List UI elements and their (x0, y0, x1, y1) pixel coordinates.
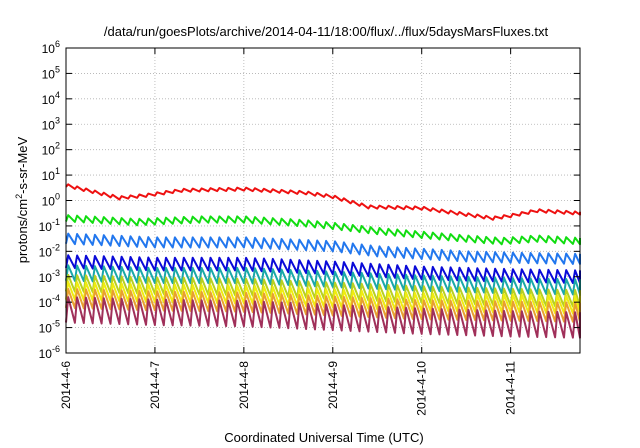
x-tick-label: 2014-4-7 (148, 361, 162, 409)
x-tick-label: 2014-4-9 (326, 361, 340, 409)
series-line (65, 254, 581, 285)
x-tick-label: 2014-4-6 (59, 361, 73, 409)
x-tick-label: 2014-4-10 (415, 361, 429, 416)
y-tick-label-exponent: 6 (55, 39, 60, 49)
y-tick-label-base: 10 (39, 347, 53, 361)
x-axis-title: Coordinated Universal Time (UTC) (224, 430, 423, 445)
y-tick-label-base: 10 (42, 169, 56, 183)
y-tick-label: 101 (42, 166, 60, 183)
x-tick-label: 2014-4-11 (504, 361, 518, 415)
y-axis-title-pre: protons/cm (15, 199, 30, 263)
y-axis-title-post: -s-sr-MeV (15, 136, 30, 193)
y-tick-label: 10-4 (39, 293, 60, 310)
y-tick-label-exponent: -3 (52, 268, 60, 278)
series-line (65, 264, 581, 296)
y-tick-label-exponent: 2 (55, 141, 60, 151)
y-tick-label-exponent: 0 (55, 192, 60, 202)
y-tick-label-base: 10 (39, 322, 53, 336)
y-tick-label-exponent: -5 (52, 319, 60, 329)
y-tick-label-exponent: 3 (55, 115, 60, 125)
y-tick-labels: 10-610-510-410-310-210-11001011021031041… (39, 39, 60, 361)
y-tick-label: 10-1 (39, 217, 60, 234)
y-tick-label: 10-3 (39, 268, 60, 285)
y-tick-label: 103 (42, 115, 60, 132)
y-tick-label-exponent: -2 (52, 242, 60, 252)
y-tick-label: 100 (42, 192, 60, 209)
y-tick-label-exponent: 1 (55, 166, 60, 176)
y-axis-title: protons/cm2-s-sr-MeV (14, 136, 30, 263)
y-tick-label: 104 (42, 90, 60, 107)
y-tick-label-base: 10 (42, 195, 56, 209)
series-line (65, 296, 581, 339)
series-line (65, 183, 581, 221)
x-tick-labels: 2014-4-6 2014-4-7 2014-4-8 2014-4-9 2014-4-1… (59, 361, 518, 416)
y-tick-label-exponent: -1 (52, 217, 60, 227)
y-tick-label-base: 10 (42, 93, 56, 107)
series-group (65, 183, 581, 339)
y-tick-label-exponent: 5 (55, 64, 60, 74)
y-tick-label: 106 (42, 39, 60, 56)
y-tick-label: 10-6 (39, 344, 60, 361)
series-line (65, 214, 581, 246)
y-tick-label-base: 10 (42, 118, 56, 132)
y-tick-label-exponent: 4 (55, 90, 60, 100)
y-tick-label-base: 10 (39, 220, 53, 234)
y-tick-label-base: 10 (42, 42, 56, 56)
y-tick-label-base: 10 (42, 144, 56, 158)
y-tick-label: 105 (42, 64, 60, 81)
chart-title: /data/run/goesPlots/archive/2014-04-11/1… (104, 24, 549, 39)
y-tick-label-exponent: -4 (52, 293, 60, 303)
y-tick-label-base: 10 (39, 245, 53, 259)
x-tick-label: 2014-4-8 (237, 361, 251, 409)
y-tick-label: 10-2 (39, 242, 60, 259)
y-tick-label-exponent: -6 (52, 344, 60, 354)
y-axis-title-sup: 2 (14, 194, 24, 199)
y-tick-label: 102 (42, 141, 60, 158)
plot-frame (65, 47, 581, 354)
y-tick-label-base: 10 (39, 271, 53, 285)
y-tick-label-base: 10 (39, 296, 53, 310)
y-tick-label-base: 10 (42, 67, 56, 81)
ticks (65, 47, 580, 354)
series-line (65, 232, 581, 265)
y-tick-label: 10-5 (39, 319, 60, 336)
